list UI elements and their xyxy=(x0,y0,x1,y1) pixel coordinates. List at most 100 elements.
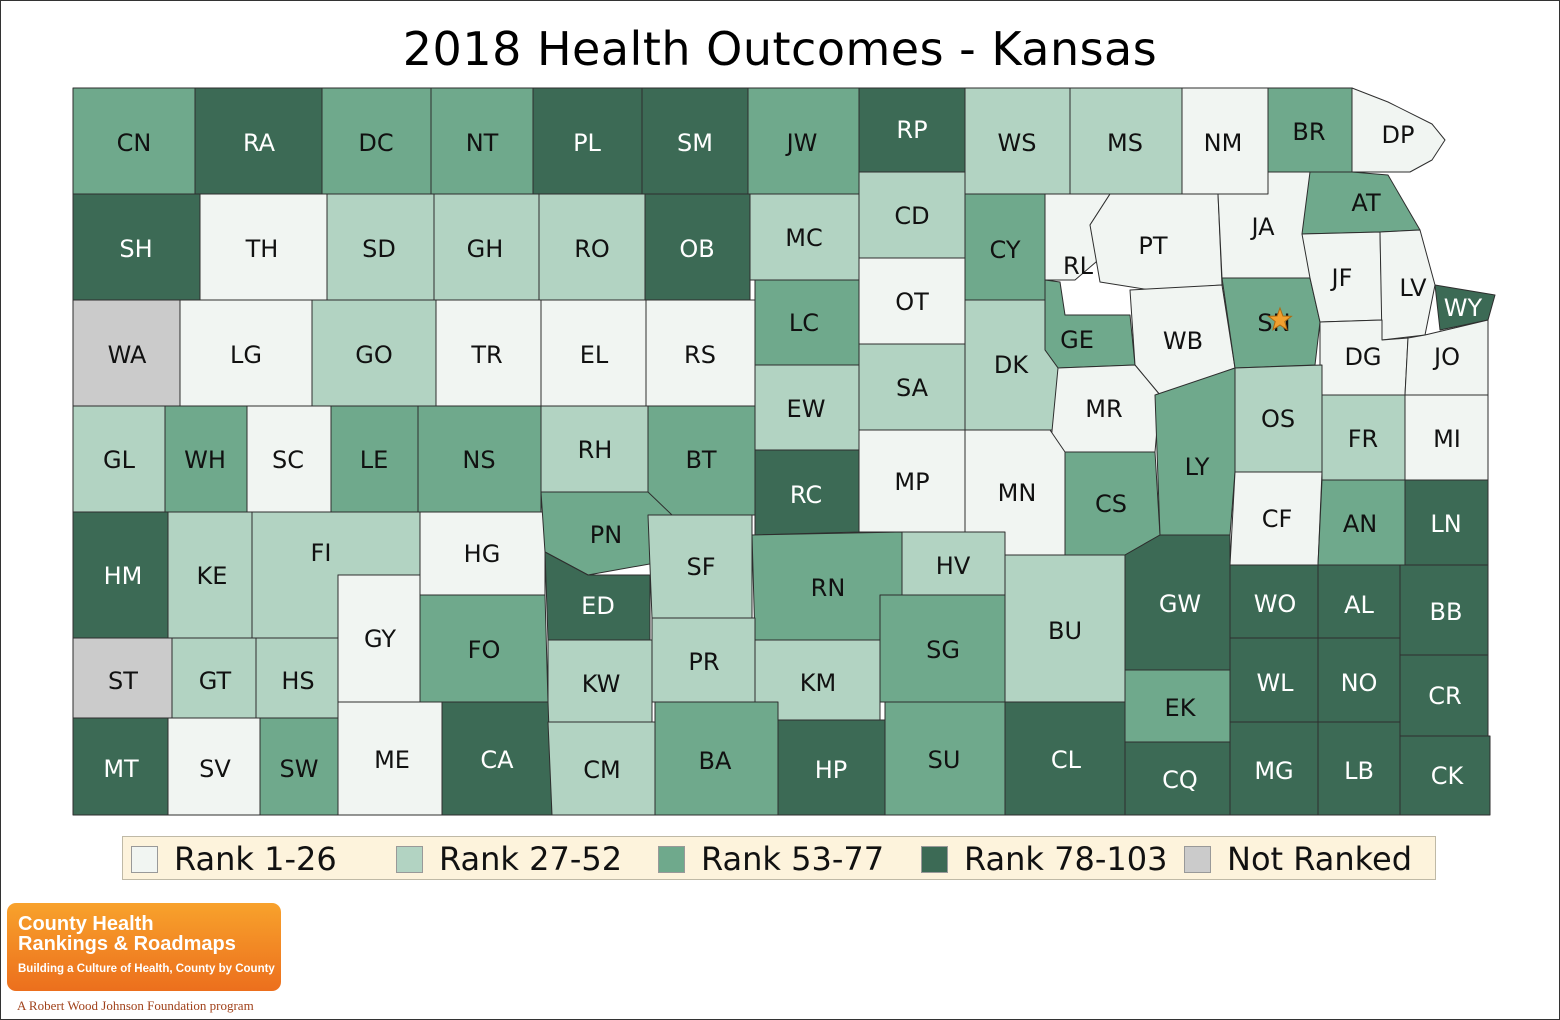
county-label-ln: LN xyxy=(1430,510,1461,538)
county-label-dg: DG xyxy=(1344,343,1381,371)
county-label-gy: GY xyxy=(364,625,396,653)
county-label-ot: OT xyxy=(895,288,929,316)
county-label-ck: CK xyxy=(1431,762,1465,790)
county-label-st: ST xyxy=(108,667,138,695)
legend-swatch-rank-1-26 xyxy=(131,845,158,873)
county-label-dc: DC xyxy=(358,129,393,157)
program-note: A Robert Wood Johnson Foundation program xyxy=(17,998,254,1013)
county-label-cl: CL xyxy=(1051,746,1082,774)
county-label-rl: RL xyxy=(1063,252,1094,280)
county-label-lv: LV xyxy=(1399,274,1427,302)
county-label-kw: KW xyxy=(582,670,621,698)
county-label-fi: FI xyxy=(311,539,332,567)
county-label-lc: LC xyxy=(789,309,819,337)
county-label-go: GO xyxy=(355,341,393,369)
legend-swatch-rank-27-52 xyxy=(396,845,423,873)
county-label-mt: MT xyxy=(103,755,139,783)
county-label-sg: SG xyxy=(926,636,960,664)
county-label-le: LE xyxy=(360,446,389,474)
county-label-br: BR xyxy=(1292,118,1325,146)
county-label-su: SU xyxy=(928,746,961,774)
county-ge[interactable] xyxy=(1044,279,1136,369)
county-label-ed: ED xyxy=(581,592,615,620)
county-ck[interactable] xyxy=(1399,735,1491,816)
legend-label-rank-78-103: Rank 78-103 xyxy=(964,840,1168,878)
county-label-lb: LB xyxy=(1344,757,1374,785)
logo-title-line1: County Health xyxy=(18,913,154,935)
county-ly[interactable] xyxy=(1154,367,1236,536)
county-label-mp: MP xyxy=(894,468,929,496)
county-label-jw: JW xyxy=(785,129,818,157)
county-label-nt: NT xyxy=(466,129,499,157)
county-label-ek: EK xyxy=(1165,694,1197,722)
county-jo[interactable] xyxy=(1404,319,1489,396)
county-label-pr: PR xyxy=(688,648,719,676)
county-label-sf: SF xyxy=(686,553,715,581)
map-title: 2018 Health Outcomes - Kansas xyxy=(402,22,1158,76)
county-label-jo: JO xyxy=(1432,343,1460,371)
legend-item-rank-78-103: Rank 78-103 xyxy=(921,840,1168,878)
star-icon xyxy=(1267,306,1293,331)
county-label-tr: TR xyxy=(470,341,502,369)
county-label-wy: WY xyxy=(1444,294,1483,322)
county-label-ca: CA xyxy=(480,746,514,774)
county-label-ra: RA xyxy=(243,129,276,157)
county-label-bt: BT xyxy=(685,446,716,474)
county-label-ns: NS xyxy=(462,446,495,474)
county-label-wo: WO xyxy=(1254,590,1297,618)
county-label-el: EL xyxy=(580,341,609,369)
county-label-ba: BA xyxy=(699,747,732,775)
county-label-pn: PN xyxy=(590,521,622,549)
county-label-bb: BB xyxy=(1430,598,1463,626)
legend-swatch-rank-78-103 xyxy=(921,845,948,873)
county-label-ja: JA xyxy=(1249,213,1275,241)
county-label-sa: SA xyxy=(896,374,929,402)
county-label-me: ME xyxy=(374,746,410,774)
county-dp[interactable] xyxy=(1351,87,1446,173)
legend-item-rank-53-77: Rank 53-77 xyxy=(658,840,884,878)
legend-item-rank-27-52: Rank 27-52 xyxy=(396,840,623,878)
county-label-cm: CM xyxy=(583,756,620,784)
county-label-al: AL xyxy=(1344,591,1374,619)
county-label-pl: PL xyxy=(573,129,601,157)
county-label-gt: GT xyxy=(199,667,232,695)
county-label-cn: CN xyxy=(117,129,152,157)
county-label-sw: SW xyxy=(280,755,319,783)
county-label-hv: HV xyxy=(936,552,971,580)
logo-tagline: Building a Culture of Health, County by … xyxy=(18,963,275,975)
county-label-mi: MI xyxy=(1433,425,1461,453)
county-label-os: OS xyxy=(1261,405,1295,433)
legend-swatch-not-ranked xyxy=(1184,845,1211,873)
county-label-fr: FR xyxy=(1348,425,1378,453)
county-label-wa: WA xyxy=(108,341,147,369)
county-label-ob: OB xyxy=(679,235,714,263)
county-label-wh: WH xyxy=(184,446,226,474)
county-label-ly: LY xyxy=(1185,453,1210,481)
county-label-cd: CD xyxy=(894,202,929,230)
county-label-sd: SD xyxy=(362,235,396,263)
county-label-mr: MR xyxy=(1085,395,1122,423)
county-label-cr: CR xyxy=(1428,682,1461,710)
county-label-ge: GE xyxy=(1060,326,1094,354)
county-label-an: AN xyxy=(1343,510,1377,538)
county-label-hp: HP xyxy=(815,756,848,784)
county-label-sh: SH xyxy=(119,235,152,263)
county-label-bu: BU xyxy=(1048,617,1082,645)
county-label-mn: MN xyxy=(998,479,1037,507)
county-label-at: AT xyxy=(1351,189,1381,217)
legend-label-rank-27-52: Rank 27-52 xyxy=(439,840,623,878)
county-label-ms: MS xyxy=(1107,129,1143,157)
county-label-sm: SM xyxy=(677,129,713,157)
county-sn[interactable] xyxy=(1221,277,1321,369)
county-label-wl: WL xyxy=(1256,669,1294,697)
county-label-lg: LG xyxy=(230,341,262,369)
county-ed[interactable] xyxy=(544,551,651,641)
county-label-nm: NM xyxy=(1204,129,1243,157)
county-label-mc: MC xyxy=(785,224,822,252)
county-label-dk: DK xyxy=(994,351,1029,379)
county-label-rh: RH xyxy=(578,436,613,464)
county-label-hs: HS xyxy=(281,667,314,695)
county-label-dp: DP xyxy=(1382,121,1415,149)
county-label-ws: WS xyxy=(998,129,1037,157)
